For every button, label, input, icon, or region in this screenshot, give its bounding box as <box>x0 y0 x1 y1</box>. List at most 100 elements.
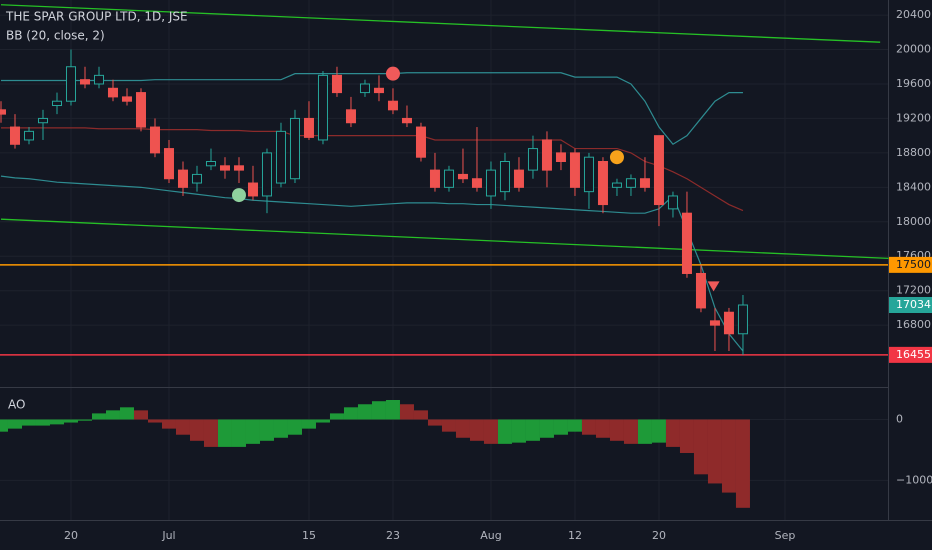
x-tick-label: 12 <box>568 529 582 542</box>
candle-body <box>163 148 174 180</box>
ao-bar <box>609 419 624 441</box>
candle-body <box>597 161 608 206</box>
ao-bar <box>413 410 428 420</box>
ao-bar <box>497 419 512 444</box>
bollinger-band <box>0 175 744 352</box>
candle-body <box>639 178 650 188</box>
ao-bar <box>63 419 78 423</box>
bollinger-band <box>0 72 743 146</box>
ao-bar <box>343 407 358 420</box>
ao-bar <box>623 419 638 444</box>
candle-body <box>107 87 118 98</box>
candle-body <box>275 130 286 184</box>
y-tick-label: −1000 <box>896 473 932 486</box>
candle-body <box>9 126 20 145</box>
trend-line <box>0 218 889 260</box>
candle-body <box>611 182 622 188</box>
ao-bar <box>301 419 316 429</box>
candle-body <box>373 87 384 94</box>
candle-body <box>121 96 132 102</box>
last-price-label: 17034 <box>896 298 931 311</box>
ao-bar <box>105 410 120 420</box>
last-price-box <box>889 297 932 314</box>
candle-body <box>37 117 48 124</box>
pane: 0 −1000 AO <box>0 398 932 508</box>
candle-body <box>709 320 720 326</box>
ao-bar <box>539 419 554 438</box>
ao-bar <box>665 419 680 447</box>
level-label: 17500 <box>896 258 931 271</box>
y-tick-label: 16800 <box>896 318 931 331</box>
ao-bar <box>511 419 526 443</box>
ao-bar <box>455 419 470 438</box>
signal-marker <box>385 66 400 81</box>
ao-bar <box>231 419 246 447</box>
ao-bar <box>483 419 498 444</box>
candle-body <box>443 169 454 188</box>
ao-bar <box>357 404 372 420</box>
candle-body <box>625 178 636 188</box>
y-tick-label: 19600 <box>896 77 931 90</box>
y-tick-label: 20400 <box>896 8 931 21</box>
indicator-label: BB (20, close, 2) <box>6 29 105 43</box>
ao-bar <box>315 419 330 423</box>
ao-bar <box>189 419 204 441</box>
x-tick-label: 23 <box>386 529 400 542</box>
ao-bar <box>147 419 162 423</box>
candle-body <box>219 165 230 171</box>
candle-body <box>359 83 370 94</box>
x-tick-label: 20 <box>64 529 78 542</box>
candle-body <box>0 109 6 115</box>
level-label-box <box>889 256 932 273</box>
candle-body <box>681 212 692 274</box>
candle-body <box>723 311 734 335</box>
candle-body <box>149 126 160 154</box>
candle-body <box>569 152 580 188</box>
x-tick-label: Jul <box>161 529 175 542</box>
bollinger-band <box>0 127 744 212</box>
trend-line <box>0 4 881 43</box>
ao-bar <box>637 419 652 444</box>
candle-body <box>387 100 398 111</box>
candle-body <box>415 126 426 158</box>
candle-body <box>653 135 664 206</box>
ao-bar <box>385 400 400 420</box>
ao-bar <box>77 419 92 421</box>
ao-bar <box>441 419 456 432</box>
y-tick-label: 20000 <box>896 43 931 56</box>
candle-body <box>513 169 524 188</box>
ao-bar <box>707 419 722 484</box>
ao-bar <box>567 419 582 432</box>
signal-marker <box>707 281 720 292</box>
x-tick-label: 15 <box>302 529 316 542</box>
ao-bar <box>329 413 344 420</box>
candle-body <box>135 92 146 128</box>
ao-bar <box>7 419 22 429</box>
candle-body <box>289 117 300 180</box>
ao-bar <box>469 419 484 441</box>
y-tick-label: 17200 <box>896 284 931 297</box>
candle-body <box>429 169 440 188</box>
ao-bar <box>217 419 232 447</box>
ao-bar <box>175 419 190 435</box>
ao-bar <box>553 419 568 435</box>
candle-body <box>485 169 496 197</box>
candle-body <box>79 79 90 85</box>
candle-body <box>23 130 34 141</box>
ao-bar <box>133 410 148 420</box>
ao-bar <box>581 419 596 435</box>
candle-body <box>583 156 594 193</box>
candle-body <box>65 66 76 102</box>
candle-body <box>205 161 216 167</box>
y-tick-label: 0 <box>896 412 903 425</box>
x-tick-label: Aug <box>480 529 501 542</box>
ao-bar <box>399 404 414 420</box>
candle-body <box>247 182 258 197</box>
candle-body <box>93 74 104 85</box>
ao-bar <box>735 419 750 508</box>
candle-body <box>555 152 566 163</box>
ao-bar <box>273 419 288 438</box>
